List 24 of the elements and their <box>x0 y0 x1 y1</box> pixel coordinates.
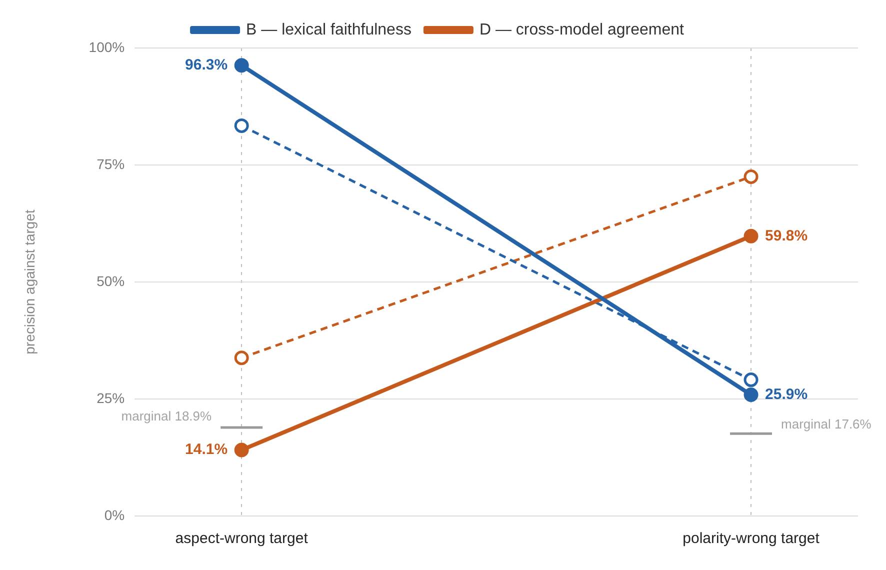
y-tick-label: 0% <box>104 506 125 523</box>
point <box>744 169 758 184</box>
y-tick-label: 100% <box>88 38 125 55</box>
ref-line-label: marginal 17.6% <box>781 416 872 432</box>
data-label: 25.9% <box>765 386 808 403</box>
point <box>234 58 249 73</box>
data-label: 14.1% <box>185 441 228 458</box>
point <box>744 372 758 388</box>
legend-label: B — lexical faithfulness <box>246 21 412 38</box>
point <box>744 388 758 402</box>
y-tick-label: 25% <box>96 390 125 406</box>
ref-line-label: marginal 18.9% <box>121 408 212 424</box>
point <box>234 118 249 133</box>
x-tick-label: aspect-wrong target <box>175 530 309 548</box>
legend-label: D — cross-model agreement <box>479 21 685 38</box>
x-tick-label: polarity-wrong target <box>682 530 820 548</box>
point <box>234 350 249 366</box>
point <box>744 228 758 244</box>
data-label: 96.3% <box>185 56 228 74</box>
data-label: 59.8% <box>765 227 808 244</box>
y-axis-title: precision against target <box>21 210 38 354</box>
point <box>234 442 249 458</box>
y-tick-label: 75% <box>96 156 125 172</box>
y-tick-label: 50% <box>96 272 125 289</box>
